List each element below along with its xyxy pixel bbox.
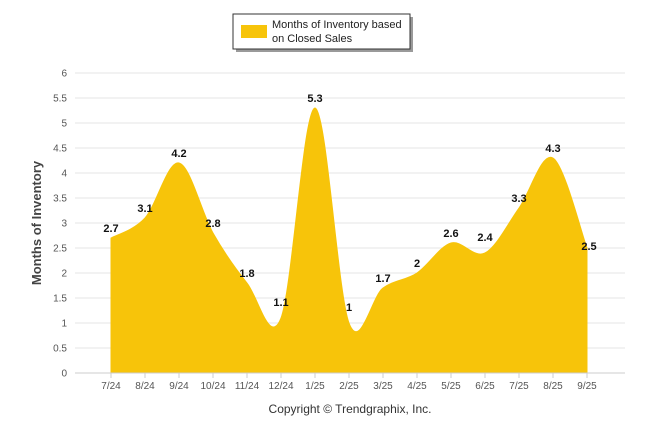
y-tick-label: 2.5 bbox=[53, 244, 67, 255]
legend: Months of Inventory based on Closed Sale… bbox=[232, 13, 413, 52]
y-tick-label: 0 bbox=[61, 369, 67, 380]
x-tick-label: 8/24 bbox=[135, 381, 155, 392]
data-label: 1.7 bbox=[375, 273, 390, 285]
data-label: 1.8 bbox=[239, 268, 254, 280]
x-tick-label: 6/25 bbox=[475, 381, 495, 392]
y-tick-label: 4 bbox=[61, 169, 67, 180]
y-tick-label: 3 bbox=[61, 219, 67, 230]
y-tick-label: 0.5 bbox=[53, 344, 67, 355]
legend-label-line1: Months of Inventory based bbox=[272, 19, 402, 31]
x-tick-label: 11/24 bbox=[235, 381, 260, 392]
data-label: 2.6 bbox=[443, 228, 458, 240]
x-tick-label: 7/25 bbox=[509, 381, 529, 392]
x-tick-label: 4/25 bbox=[407, 381, 427, 392]
data-label: 4.3 bbox=[545, 143, 560, 155]
legend-swatch bbox=[241, 25, 267, 38]
x-tick-label: 9/25 bbox=[577, 381, 597, 392]
y-axis-ticks: 0 0.5 1 1.5 2 2.5 3 3.5 4 4.5 5 5.5 6 bbox=[53, 69, 67, 380]
data-label: 2.8 bbox=[205, 218, 220, 230]
series-area bbox=[110, 107, 588, 374]
data-label: 1.1 bbox=[273, 297, 288, 309]
x-axis-ticks: 7/24 8/24 9/24 10/24 11/24 12/24 1/25 2/25 3/25 4… bbox=[101, 373, 597, 392]
x-tick-label: 12/24 bbox=[268, 381, 293, 392]
y-tick-label: 6 bbox=[61, 69, 67, 80]
x-tick-label: 7/24 bbox=[101, 381, 121, 392]
y-tick-label: 4.5 bbox=[53, 144, 67, 155]
data-label: 2.5 bbox=[581, 241, 596, 253]
x-tick-label: 8/25 bbox=[543, 381, 563, 392]
y-tick-label: 1 bbox=[61, 319, 67, 330]
x-tick-label: 2/25 bbox=[339, 381, 359, 392]
data-label: 2.4 bbox=[477, 232, 493, 244]
data-label: 2 bbox=[414, 258, 420, 270]
data-label: 1 bbox=[346, 302, 352, 314]
data-label: 2.7 bbox=[103, 223, 118, 235]
y-tick-label: 3.5 bbox=[53, 194, 67, 205]
x-tick-label: 1/25 bbox=[305, 381, 325, 392]
data-label: 5.3 bbox=[307, 93, 322, 105]
data-label: 4.2 bbox=[171, 148, 186, 160]
x-tick-label: 9/24 bbox=[169, 381, 189, 392]
y-axis-label: Months of Inventory bbox=[29, 160, 44, 285]
y-tick-label: 1.5 bbox=[53, 294, 67, 305]
y-tick-label: 5.5 bbox=[53, 94, 67, 105]
x-tick-label: 3/25 bbox=[373, 381, 393, 392]
data-label: 3.1 bbox=[137, 203, 152, 215]
y-tick-label: 5 bbox=[61, 119, 67, 130]
data-label: 3.3 bbox=[511, 193, 526, 205]
x-tick-label: 5/25 bbox=[441, 381, 461, 392]
data-labels: 2.7 3.1 4.2 2.8 1.8 1.1 5.3 1 1.7 2 2.6 2.4 3.3 4.3 2.… bbox=[103, 93, 596, 314]
copyright-text: Copyright © Trendgraphix, Inc. bbox=[269, 402, 432, 416]
legend-label-line2: on Closed Sales bbox=[272, 33, 353, 45]
y-tick-label: 2 bbox=[61, 269, 67, 280]
x-tick-label: 10/24 bbox=[200, 381, 225, 392]
